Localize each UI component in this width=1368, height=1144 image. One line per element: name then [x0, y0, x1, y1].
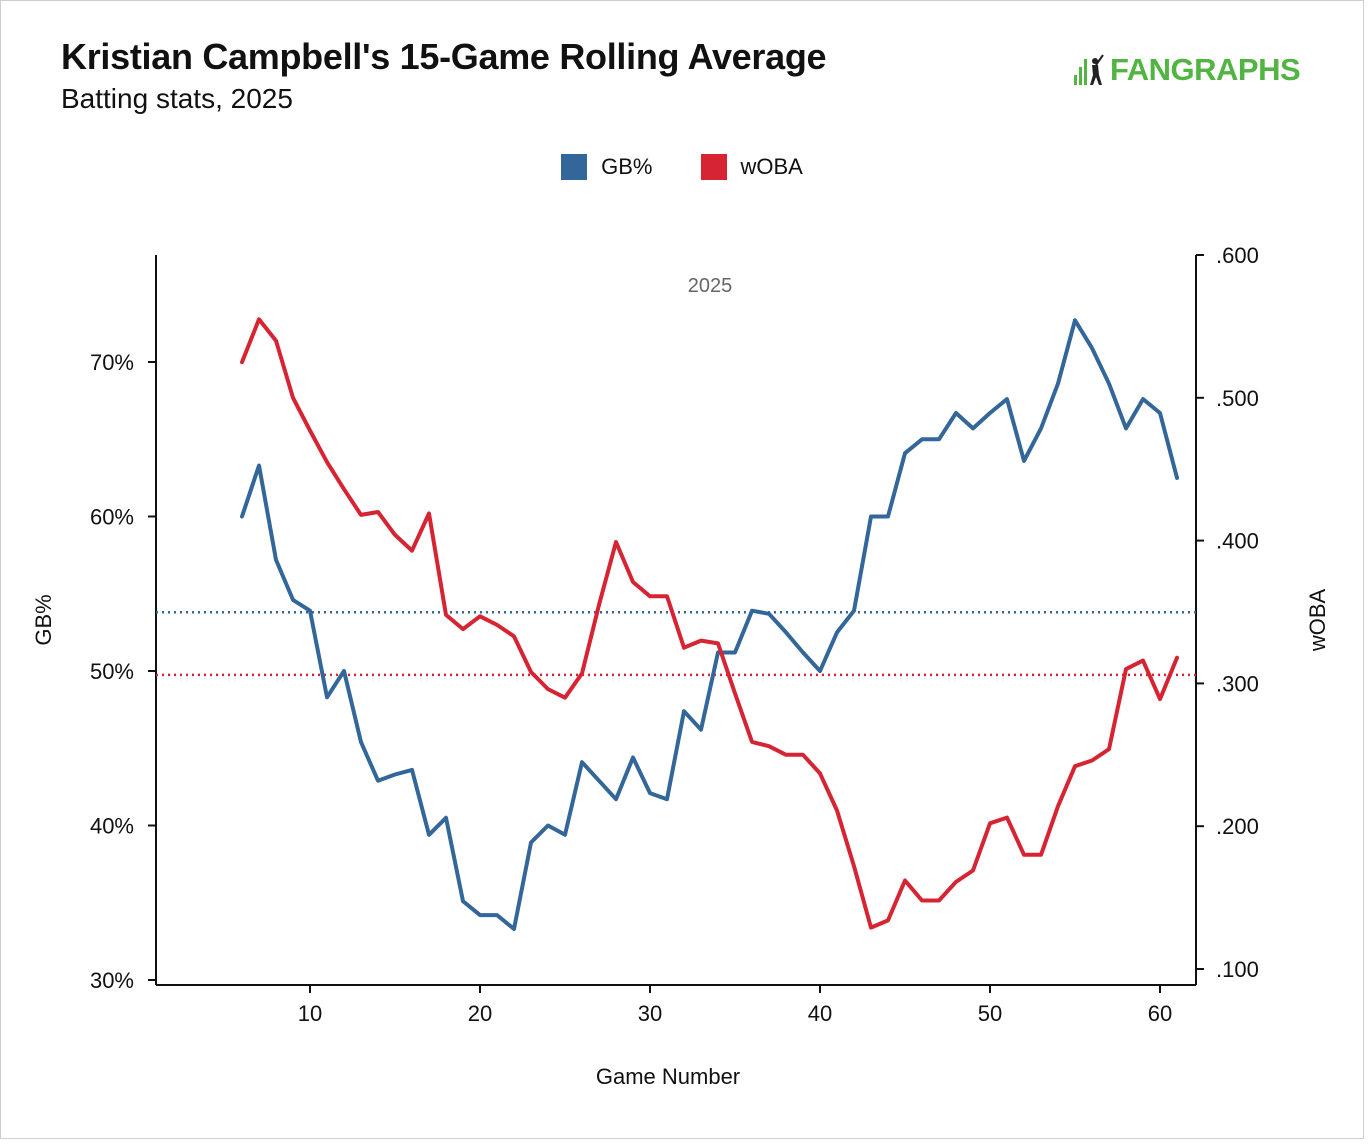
series-lines — [240, 317, 1179, 931]
left-y-tick-label: 50% — [90, 659, 134, 684]
x-tick-label: 50 — [978, 1001, 1002, 1026]
legend-swatch-gb — [561, 154, 588, 180]
right-y-tick-label: .200 — [1216, 814, 1259, 839]
x-tick-label: 20 — [468, 1001, 492, 1026]
chart-legend: GB% wOBA — [0, 154, 1364, 180]
legend-item-woba: wOBA — [700, 154, 803, 180]
legend-item-gb: GB% — [561, 154, 653, 180]
logo-wordmark: FANGRAPHS — [1110, 52, 1301, 87]
left-y-tick-label: 70% — [90, 350, 134, 375]
x-tick-label: 40 — [808, 1001, 832, 1026]
right-y-tick-label: .100 — [1216, 957, 1259, 982]
legend-swatch-woba — [700, 154, 727, 180]
right-y-tick-label: .400 — [1216, 529, 1259, 554]
gb-series-line — [240, 318, 1179, 931]
chart-axes: 10 20 30 40 50 60 30% 40% 50% 60% 70% .100 .200 .300.… — [90, 243, 1259, 1026]
left-axis-title: GB% — [31, 594, 56, 645]
x-tick-label: 10 — [298, 1001, 322, 1026]
left-y-tick-label: 40% — [90, 814, 134, 839]
x-tick-label: 60 — [1148, 1001, 1172, 1026]
legend-label-woba: wOBA — [740, 154, 803, 179]
year-annotation: 2025 — [688, 275, 733, 297]
right-y-tick-label: .500 — [1216, 386, 1259, 411]
right-axis-title: wOBA — [1305, 589, 1330, 653]
right-y-tick-label: .600 — [1216, 243, 1259, 268]
batter-icon — [1074, 54, 1104, 85]
chart-title: Kristian Campbell's 15-Game Rolling Aver… — [61, 36, 827, 77]
chart-subtitle: Batting stats, 2025 — [61, 83, 293, 114]
x-axis-title: Game Number — [596, 1064, 740, 1089]
left-y-tick-label: 60% — [90, 505, 134, 530]
x-tick-label: 30 — [638, 1001, 662, 1026]
right-y-tick-label: .300 — [1216, 671, 1259, 696]
fangraphs-logo: FANGRAPHS — [1072, 52, 1301, 88]
legend-label-gb: GB% — [601, 154, 653, 179]
woba-series-line — [240, 317, 1179, 930]
left-y-tick-label: 30% — [90, 968, 134, 993]
